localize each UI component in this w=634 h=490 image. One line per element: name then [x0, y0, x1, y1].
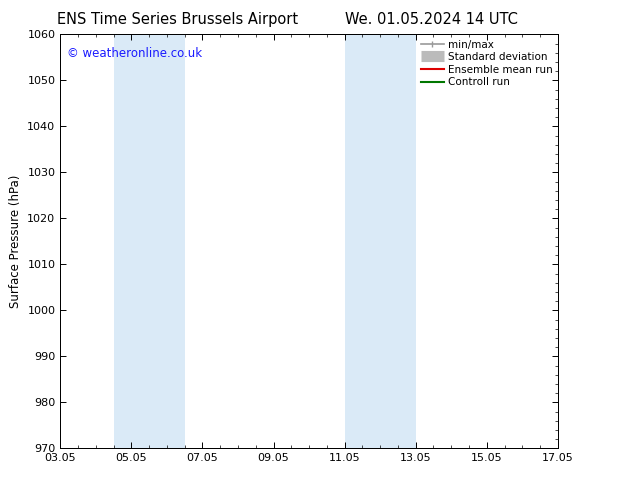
Bar	[345, 34, 416, 448]
Text: We. 01.05.2024 14 UTC: We. 01.05.2024 14 UTC	[345, 12, 517, 27]
Legend: min/max, Standard deviation, Ensemble mean run, Controll run: min/max, Standard deviation, Ensemble me…	[421, 40, 553, 87]
Text: ENS Time Series Brussels Airport: ENS Time Series Brussels Airport	[57, 12, 298, 27]
Bar	[113, 34, 184, 448]
Y-axis label: Surface Pressure (hPa): Surface Pressure (hPa)	[9, 174, 22, 308]
Text: © weatheronline.co.uk: © weatheronline.co.uk	[67, 47, 202, 60]
